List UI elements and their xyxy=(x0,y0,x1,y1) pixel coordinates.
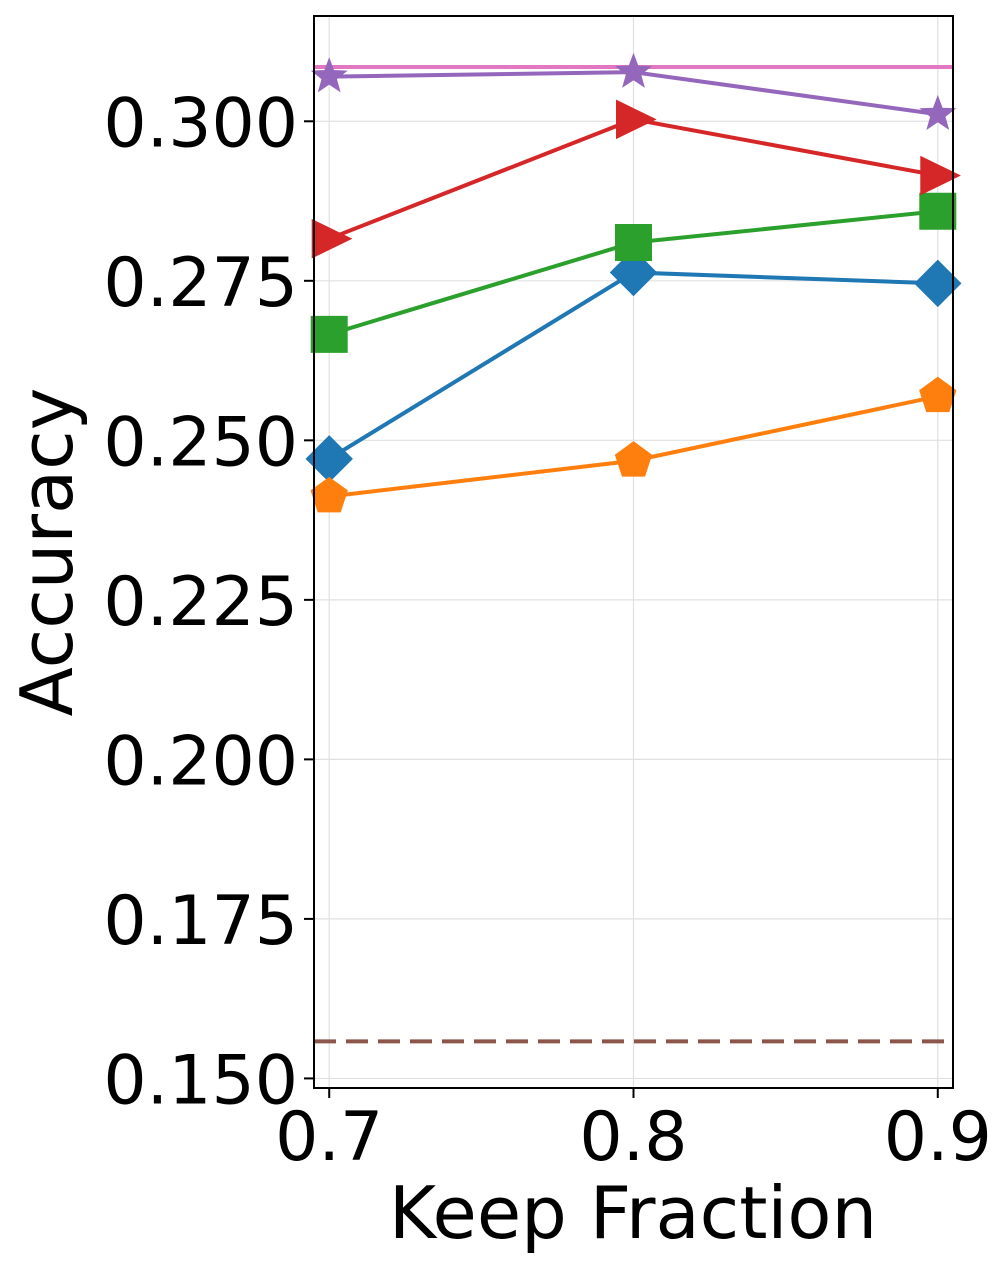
series xyxy=(311,99,961,259)
x-axis-label: Keep Fraction xyxy=(389,1171,877,1255)
series xyxy=(305,248,962,483)
data-point xyxy=(615,52,652,88)
data-point xyxy=(920,155,961,196)
data-point xyxy=(614,441,653,477)
x-tick-label: 0.8 xyxy=(579,1098,687,1177)
y-tick-label: 0.275 xyxy=(103,244,298,323)
y-tick-label: 0.300 xyxy=(103,84,298,163)
grid-layer xyxy=(314,16,953,1088)
y-axis-label: Accuracy xyxy=(5,388,89,717)
data-point xyxy=(311,218,353,259)
data-point xyxy=(310,57,348,93)
series-layer xyxy=(305,52,962,513)
y-tick-label: 0.200 xyxy=(103,722,298,801)
series xyxy=(310,192,957,353)
data-point xyxy=(919,94,957,130)
x-tick-label: 0.9 xyxy=(884,1098,992,1177)
data-point xyxy=(616,99,657,140)
series xyxy=(310,376,957,513)
data-point xyxy=(310,476,348,513)
series xyxy=(310,52,957,130)
data-point xyxy=(919,376,957,413)
y-tick-label: 0.225 xyxy=(103,563,298,642)
data-point xyxy=(615,224,652,262)
x-tick-label: 0.7 xyxy=(275,1098,383,1177)
y-tick-label: 0.250 xyxy=(103,403,298,482)
data-point xyxy=(919,192,957,230)
y-tick-label: 0.175 xyxy=(103,882,298,961)
tick-layer: 0.150 0.175 0.200 0.225 0.250 0.275 0.300 0.7 0.… xyxy=(103,84,992,1177)
data-point xyxy=(310,315,348,353)
y-tick-label: 0.150 xyxy=(103,1041,298,1120)
